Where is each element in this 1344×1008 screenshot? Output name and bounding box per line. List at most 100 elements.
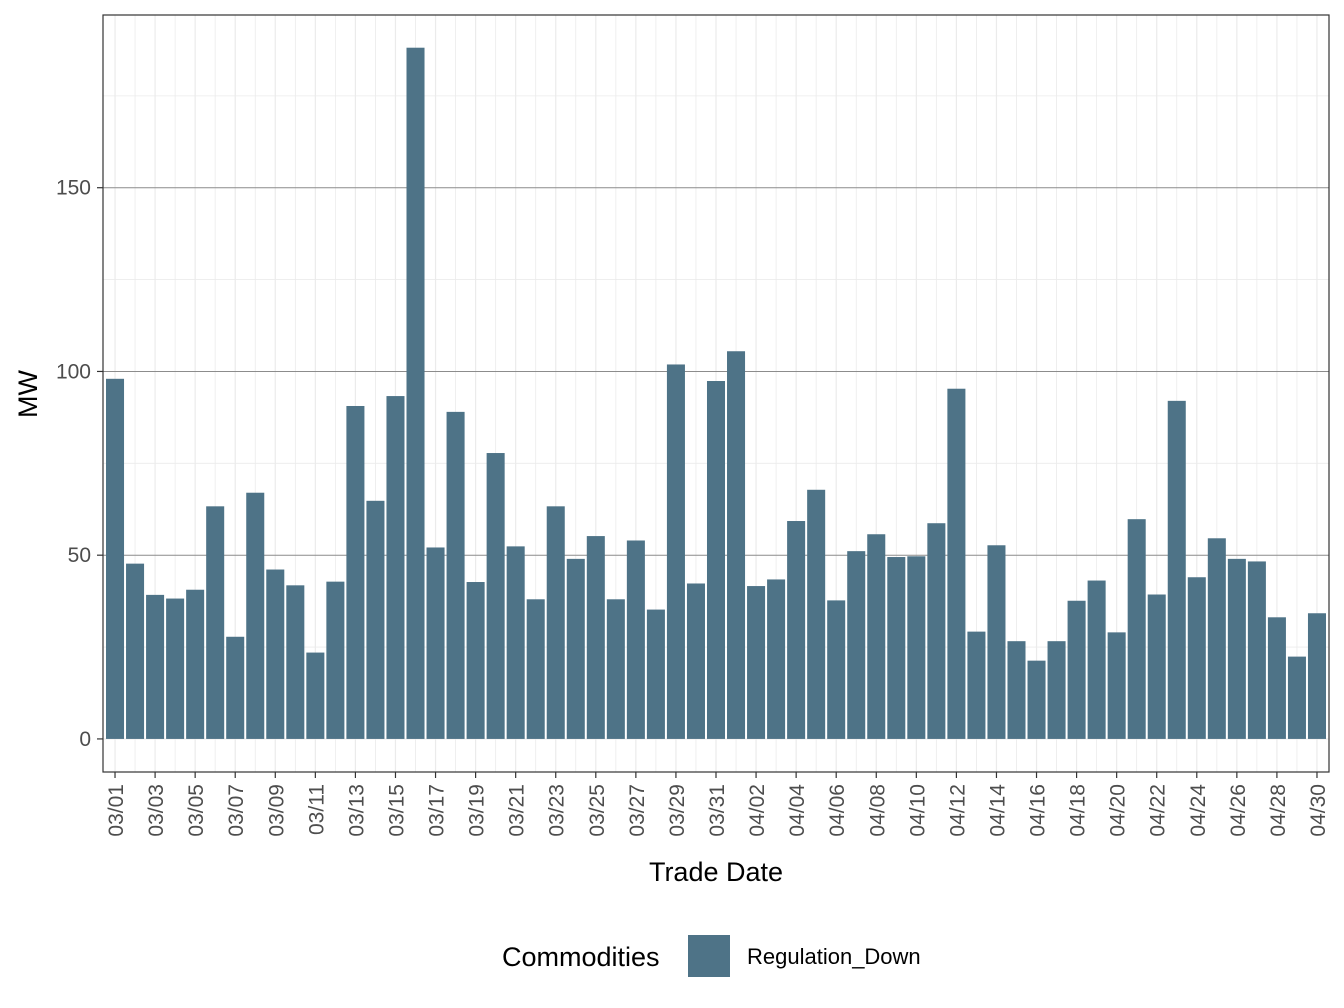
bar-04-12: [947, 388, 966, 739]
bar-03-06: [206, 506, 225, 739]
x-tick-label: 04/22: [1147, 784, 1170, 837]
bar-04-08: [867, 534, 886, 739]
bar-04-14: [987, 545, 1006, 739]
x-axis-title: Trade Date: [649, 857, 783, 887]
bar-03-24: [566, 558, 585, 739]
x-tick-label: 03/21: [506, 784, 529, 837]
bar-04-09: [887, 557, 906, 739]
bar-04-15: [1007, 641, 1026, 739]
bar-04-06: [827, 600, 846, 739]
bar-04-26: [1227, 558, 1246, 739]
x-tick-label: 03/31: [706, 784, 729, 837]
bar-03-26: [606, 599, 625, 739]
x-tick-label: 04/06: [826, 784, 849, 837]
bar-04-30: [1307, 613, 1326, 739]
legend-key-regulation-down: [688, 935, 730, 977]
bar-03-31: [706, 381, 726, 739]
x-tick-label: 04/20: [1107, 784, 1130, 837]
x-tick-label: 04/12: [946, 784, 969, 837]
bar-04-04: [787, 521, 806, 739]
bar-03-23: [546, 506, 565, 739]
x-axis: 03/01 03/03 03/05 03/07 03/09 03/11 03/13 03/15…: [105, 772, 1330, 837]
bar-04-24: [1187, 577, 1206, 739]
x-tick-label: 03/15: [385, 784, 408, 837]
bar-04-07: [847, 551, 866, 739]
x-tick-label: 04/02: [746, 784, 769, 837]
bar-03-07: [226, 636, 245, 739]
bar-03-27: [626, 540, 645, 739]
bar-04-19: [1087, 580, 1106, 739]
x-tick-label: 03/05: [185, 784, 208, 837]
x-tick-label: 03/27: [626, 784, 649, 837]
x-tick-label: 04/08: [866, 784, 889, 837]
x-tick-label: 04/16: [1027, 784, 1050, 837]
bar-04-22: [1147, 594, 1166, 739]
bar-03-03: [146, 594, 165, 739]
x-tick-label: 04/04: [786, 784, 809, 837]
legend-title: Commodities: [502, 942, 660, 972]
bar-03-01: [106, 378, 125, 739]
bar-04-21: [1127, 519, 1146, 739]
x-tick-label: 03/07: [225, 784, 248, 837]
bar-03-11: [306, 652, 325, 739]
bar-04-25: [1207, 538, 1226, 739]
bar-03-22: [526, 599, 545, 739]
bar-03-08: [246, 492, 265, 739]
x-tick-label: 03/29: [666, 784, 689, 837]
bar-04-17: [1047, 641, 1066, 739]
bar-03-16: [406, 47, 425, 739]
x-tick-label: 03/01: [105, 784, 128, 837]
bar-04-16: [1027, 660, 1046, 739]
x-tick-label: 04/24: [1187, 784, 1210, 837]
x-tick-label: 03/19: [466, 784, 489, 837]
x-tick-label: 04/30: [1307, 784, 1330, 837]
bar-04-28: [1267, 617, 1286, 739]
x-tick-label: 03/09: [265, 784, 288, 837]
bar-03-14: [366, 500, 385, 739]
bar-03-12: [326, 581, 345, 739]
y-tick-label: 0: [79, 728, 91, 751]
x-tick-label: 03/11: [305, 784, 328, 835]
x-tick-label: 03/23: [546, 784, 569, 837]
bar-03-18: [446, 411, 465, 739]
bar-04-23: [1167, 400, 1186, 739]
x-tick-label: 03/25: [586, 784, 609, 837]
x-tick-label: 04/18: [1067, 784, 1090, 837]
bar-03-20: [486, 453, 505, 739]
bar-03-13: [346, 405, 365, 739]
bar-03-04: [166, 598, 185, 739]
x-tick-label: 04/28: [1267, 784, 1290, 837]
x-tick-label: 04/14: [986, 784, 1009, 837]
bar-04-18: [1067, 600, 1086, 739]
x-tick-label: 04/26: [1227, 784, 1250, 837]
y-tick-label: 50: [68, 544, 91, 567]
bar-03-05: [186, 589, 205, 739]
legend-label-regulation-down: Regulation_Down: [747, 944, 921, 969]
x-tick-label: 03/17: [426, 784, 449, 837]
bar-04-02: [747, 586, 766, 739]
bars: [106, 47, 1326, 739]
bar-03-30: [686, 583, 705, 739]
bar-03-28: [646, 609, 665, 739]
x-tick-label: 03/03: [145, 784, 168, 837]
x-tick-label: 03/13: [345, 784, 368, 837]
y-axis: 0 50 100 150: [56, 177, 103, 751]
legend: Commodities Regulation_Down: [502, 935, 921, 977]
bar-04-01: [727, 351, 746, 739]
bar-04-29: [1287, 656, 1306, 739]
bar-04-05: [807, 489, 826, 739]
bar-03-10: [286, 585, 305, 739]
bar-03-19: [466, 582, 485, 739]
y-axis-title: MW: [13, 370, 43, 418]
bar-04-27: [1247, 561, 1266, 739]
bar-03-09: [266, 569, 285, 739]
bar-03-02: [126, 563, 145, 739]
bar-04-03: [767, 579, 786, 739]
bar-04-13: [967, 631, 986, 739]
bar-03-17: [426, 547, 445, 739]
bar-04-11: [927, 523, 946, 739]
bar-03-15: [386, 396, 405, 739]
bar-04-10: [907, 556, 926, 739]
y-tick-label: 100: [56, 360, 91, 383]
